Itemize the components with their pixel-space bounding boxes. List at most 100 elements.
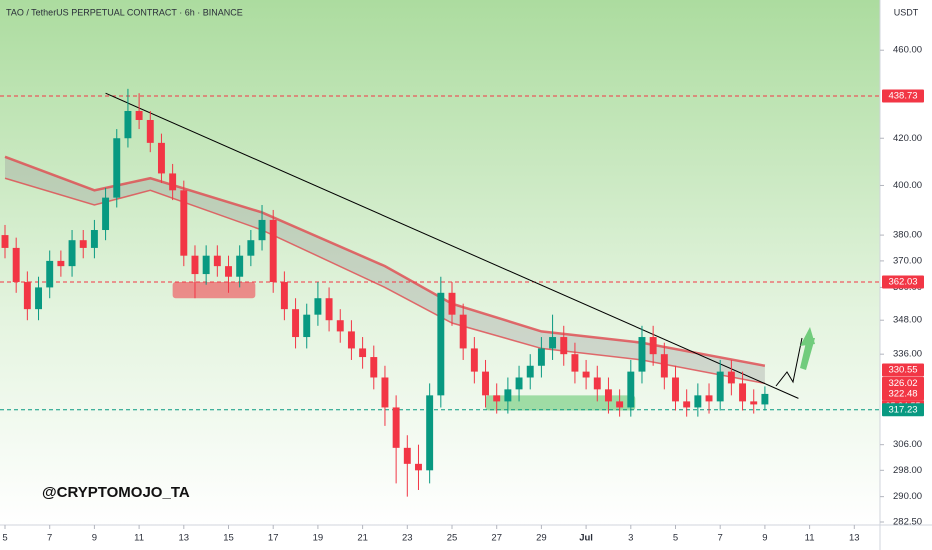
candle-body [470,348,478,372]
candle-body [571,354,579,372]
x-tick-label: 7 [718,533,723,544]
candle-body [124,110,132,139]
x-tick-label: 13 [179,533,190,544]
candle-body [549,337,557,349]
watermark: @CRYPTOMOJO_TA [42,484,190,501]
candle-body [672,377,679,402]
price-label: 330.55 [888,365,917,376]
candle-body [135,110,143,120]
candle-body [1,235,9,248]
price-label-box [882,376,924,390]
candle-body [90,230,98,248]
price-label-box [882,275,924,289]
price-labels: 438.73362.03330.55326.02322.4805:24:5531… [882,89,924,417]
candle-body [202,255,210,275]
ribbon-lower [4,177,766,385]
y-tick-label: 380.00 [893,230,922,241]
x-tick-label: 7 [47,533,52,544]
candle-body [493,395,501,402]
candle-body [593,377,601,390]
candle-body [370,357,378,378]
y-tick-label: 290.00 [893,491,922,502]
candle-body [314,298,322,315]
zone [485,395,636,411]
candle-body [113,138,121,198]
currency-label: USDT [894,7,919,17]
projection-path [775,337,803,387]
chart-title: TAO / TetherUS PERPETUAL CONTRACT · 6h ·… [6,7,243,17]
x-tick-label: 9 [762,533,767,544]
x-tick-label: 29 [536,533,547,544]
candle-body [269,219,277,283]
x-tick-label: 27 [491,533,502,544]
candle-body [482,371,489,396]
candle-body [325,298,333,321]
y-tick-label: 370.00 [893,255,922,266]
candle-body [504,389,512,402]
candle-body [258,219,266,241]
price-label-box [882,403,924,417]
candle-body [292,309,300,338]
price-label: 326.02 [888,378,917,389]
candle-body [526,365,534,378]
x-tick-label: 21 [357,533,368,544]
x-tick-label: 17 [268,533,279,544]
price-label: 438.73 [888,91,917,102]
zone [172,282,256,299]
candle-body [705,395,713,402]
price-label: 317.23 [888,404,917,415]
x-tick-label: 9 [92,533,97,544]
candle-body [336,320,344,332]
y-tick-label: 298.00 [893,465,922,476]
price-label-box [882,89,924,103]
candle-body [46,260,54,288]
candle-body [68,240,76,267]
candle-body [716,371,724,402]
candle-body [761,393,769,405]
candle-body [12,247,20,283]
price-label: 322.48 [888,388,917,399]
y-tick-label: 420.00 [893,133,922,144]
trendline [105,92,799,399]
x-tick-label: 23 [402,533,413,544]
candle-body [213,255,221,267]
candle-body [537,348,545,366]
candle-body [79,240,87,248]
candle-body [616,401,624,408]
x-tick-label: 19 [313,533,324,544]
candle-body [582,371,590,378]
x-tick-label: 11 [805,533,815,544]
chart-layer: 460.00420.00400.00380.00370.00360.00348.… [0,45,922,544]
candle-body [694,395,702,408]
x-tick-label: 3 [628,533,633,544]
candle-body [627,371,635,408]
candle-body [225,266,232,277]
candle-body [727,371,735,384]
projection-arrow [800,327,815,370]
x-tick-label: 15 [223,533,234,544]
plot-background [0,0,880,525]
candle-body [437,292,445,396]
candle-body [426,395,434,471]
candle-body [403,447,411,464]
y-tick-label: 336.00 [893,349,922,360]
candle-body [415,463,422,471]
candle-body [649,337,657,355]
price-label: 362.03 [888,276,917,287]
y-tick-label: 282.50 [893,517,922,528]
y-tick-label: 306.00 [893,439,922,450]
x-tick-label: 25 [447,533,458,544]
candle-body [191,255,199,275]
candle-body [180,190,188,256]
candle-body [57,260,65,267]
ribbon-area [5,156,765,384]
x-tick-label: 13 [849,533,860,544]
candle-body [347,331,355,349]
candle-body [515,377,523,390]
price-label-box [882,387,924,401]
candle-body [303,314,311,338]
candle-body [392,407,400,448]
x-tick-label: 5 [673,533,678,544]
y-tick-label: 348.00 [893,315,922,326]
